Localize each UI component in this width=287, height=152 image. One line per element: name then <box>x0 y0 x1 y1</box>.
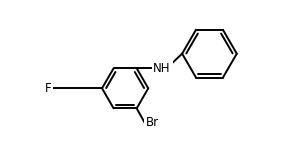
Text: NH: NH <box>153 62 171 75</box>
Text: Br: Br <box>146 116 159 129</box>
Text: F: F <box>45 82 51 95</box>
